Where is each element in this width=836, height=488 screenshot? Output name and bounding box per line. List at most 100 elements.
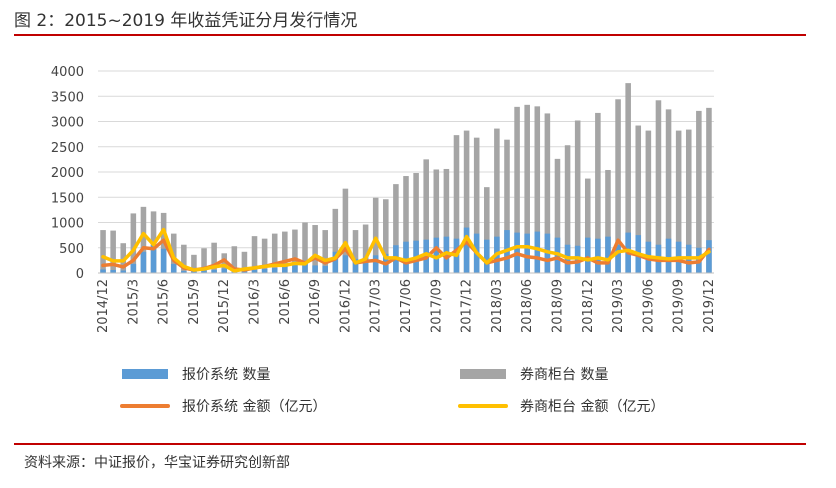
bar-broker-count [181, 244, 187, 273]
bar-broker-count [362, 224, 369, 273]
bar-broker-count [241, 251, 248, 273]
bar-broker-count [372, 197, 379, 273]
bar-broker-count [443, 168, 450, 273]
bar-quote-count [463, 227, 470, 273]
x-tick-label: 2015/9 [187, 279, 202, 325]
y-tick-label: 2500 [51, 141, 84, 156]
bar-quote-count [524, 233, 530, 273]
x-tick-label: 2019/09 [672, 279, 687, 333]
bar-broker-count [282, 231, 288, 273]
x-tick-label: 2015/3 [126, 279, 141, 325]
bar-broker-count [383, 199, 389, 273]
bar-quote-count [372, 255, 379, 273]
bar-quote-count [170, 263, 177, 273]
bottom-rule [14, 443, 806, 445]
y-tick-label: 2000 [51, 166, 84, 181]
bar-quote-count [352, 258, 359, 273]
y-tick-label: 3500 [51, 90, 84, 105]
x-tick-label: 2018/09 [550, 279, 565, 333]
x-axis-ticks: 2014/12 2015/3 2015/6 2015/9 2015/12 2016/3 20… [96, 279, 717, 333]
x-tick-label: 2015/12 [217, 279, 232, 333]
bar-quote-count [201, 270, 207, 273]
bar-quote-count [665, 238, 672, 273]
bar-quote-count [332, 251, 339, 273]
bar-quote-count [342, 255, 349, 273]
bar-broker-count [645, 130, 652, 273]
bar-broker-count [342, 188, 349, 273]
bar-broker-count [595, 112, 601, 273]
bar-quote-count [312, 265, 318, 273]
bar-broker-count [696, 110, 702, 274]
legend-swatch [122, 369, 168, 379]
x-tick-label: 2019/03 [611, 279, 626, 333]
bar-broker-count [453, 135, 460, 273]
top-rule [14, 34, 806, 36]
bar-broker-count [393, 184, 399, 273]
bar-broker-count [251, 236, 258, 273]
source-note: 资料来源：中证报价，华宝证券研究创新部 [24, 455, 290, 471]
bar-broker-count [352, 230, 359, 273]
bar-broker-count [605, 169, 611, 273]
bar-quote-count [282, 265, 288, 273]
bar-broker-count [484, 187, 490, 273]
x-tick-label: 2018/03 [490, 279, 505, 333]
bar-quote-count [484, 239, 490, 273]
bar-quote-count [534, 231, 541, 273]
x-tick-label: 2016/6 [278, 279, 293, 325]
bar-broker-count [221, 253, 228, 273]
y-tick-label: 0 [76, 267, 84, 282]
x-tick-label: 2016/12 [338, 279, 353, 333]
bar-broker-count [231, 246, 238, 273]
x-tick-label: 2015/6 [157, 279, 172, 325]
x-tick-label: 2014/12 [96, 279, 111, 333]
bar-broker-count [433, 169, 440, 273]
bar-broker-count [120, 243, 127, 273]
chart: 0 500 1000 1500 2000 2500 3000 3500 4000 2014/12… [51, 65, 717, 415]
bar-broker-count [473, 137, 480, 273]
bar-quote-count [100, 269, 106, 273]
figure-title: 图 2：2015~2019 年收益凭证分月发行情况 [14, 11, 358, 31]
bar-quote-count [292, 264, 298, 273]
bar-quote-count [605, 236, 611, 273]
bar-broker-count [403, 176, 409, 273]
bar-broker-count [675, 130, 682, 273]
bar-quote-count [160, 248, 167, 273]
bar-quote-count [191, 271, 197, 273]
bar-quote-count [584, 237, 591, 273]
y-tick-label: 3000 [51, 116, 84, 131]
bar-broker-count [685, 129, 692, 273]
bar-quote-count [403, 241, 409, 273]
bar-quote-count [181, 270, 187, 273]
bar-quote-count [443, 236, 450, 273]
x-tick-label: 2018/06 [520, 279, 535, 333]
legend-label: 券商柜台 金额（亿元） [520, 399, 664, 415]
bar-broker-count [635, 125, 642, 273]
bar-broker-count [463, 130, 470, 273]
bar-broker-count [574, 120, 581, 274]
bar-broker-count [625, 83, 631, 274]
bar-quote-count [221, 268, 228, 273]
bar-quote-count [706, 240, 712, 273]
x-tick-label: 2017/12 [460, 279, 475, 333]
x-tick-label: 2017/03 [369, 279, 384, 333]
legend-swatch [460, 369, 506, 379]
legend-label: 报价系统 数量 [182, 367, 270, 383]
bar-broker-count [514, 106, 520, 273]
bar-broker-count [494, 128, 500, 273]
bar-broker-count [534, 106, 541, 273]
x-tick-label: 2016/3 [248, 279, 263, 325]
bar-quote-count [302, 262, 308, 273]
bar-broker-count [423, 159, 429, 273]
bar-broker-count [211, 242, 217, 273]
legend-label: 券商柜台 数量 [520, 367, 608, 383]
x-tick-label: 2019/12 [702, 279, 717, 333]
lines [101, 227, 711, 273]
y-axis-ticks: 0 500 1000 1500 2000 2500 3000 3500 4000 [51, 65, 84, 282]
legend-label: 报价系统 金额（亿元） [182, 399, 326, 415]
bar-quote-count [251, 269, 258, 273]
y-tick-label: 1000 [51, 217, 84, 232]
bar-broker-count [292, 229, 298, 273]
bar-broker-count [564, 145, 571, 273]
line-broker-amount [101, 227, 711, 273]
bar-broker-count [554, 158, 561, 273]
